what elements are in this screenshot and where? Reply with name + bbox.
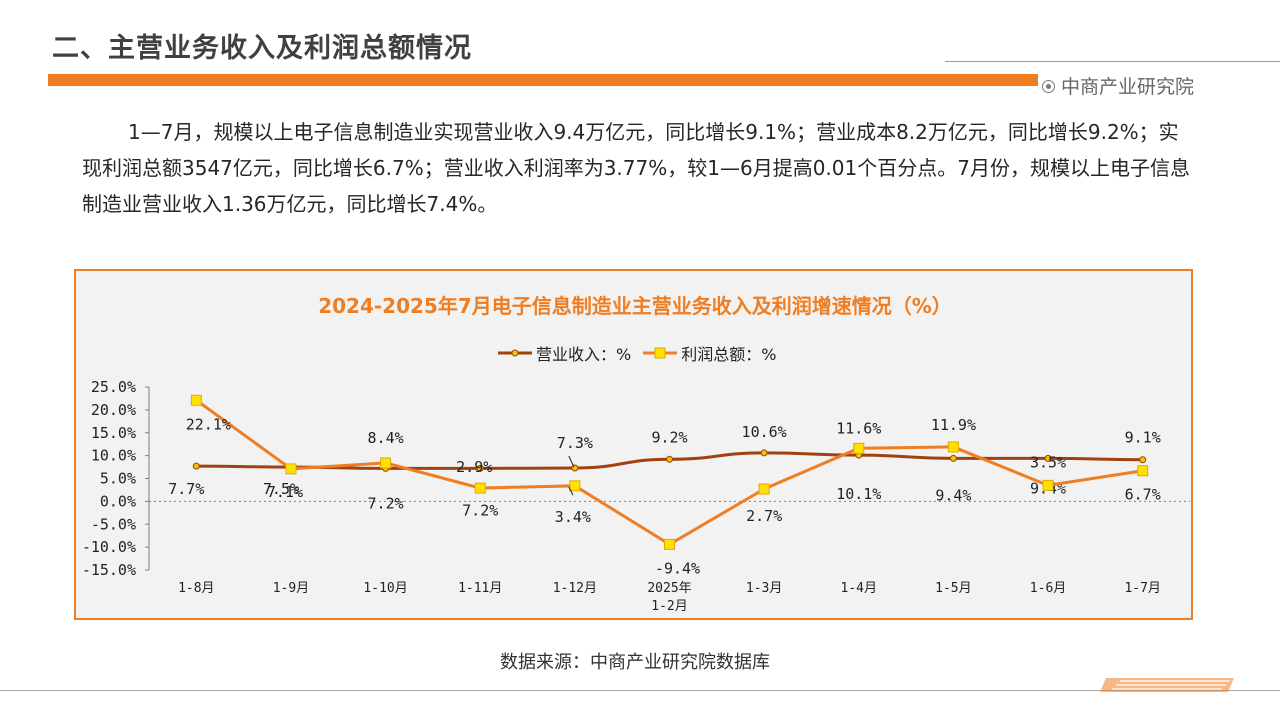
revenue-point xyxy=(760,449,768,457)
x-tick-label: 1-11月 xyxy=(458,581,502,596)
profit-point xyxy=(947,441,959,453)
revenue-data-label: 7.5% xyxy=(263,480,299,498)
label-leader xyxy=(568,486,574,496)
y-tick-label: 5.0% xyxy=(100,470,136,488)
x-tick-label: 1-7月 xyxy=(1124,581,1160,596)
legend-revenue-swatch xyxy=(498,349,532,357)
y-tick-label: 20.0% xyxy=(91,401,136,419)
revenue-point xyxy=(476,464,484,472)
x-tick-label: 1-4月 xyxy=(841,581,877,596)
legend-profit: 利润总额：% xyxy=(643,341,776,365)
profit-point xyxy=(853,442,865,454)
profit-data-label: 2.7% xyxy=(746,507,782,525)
series-line-1 xyxy=(195,399,1143,547)
legend-revenue-label: 营业收入：% xyxy=(536,345,632,364)
profit-point xyxy=(1042,479,1054,491)
x-tick-label: 1-12月 xyxy=(553,581,597,596)
brand-label: 中商产业研究院 xyxy=(1042,72,1194,99)
revenue-data-label: 7.3% xyxy=(557,434,593,452)
y-tick-label: -10.0% xyxy=(82,538,136,556)
y-tick-label: 0.0% xyxy=(100,492,136,510)
x-tick-label: 1-3月 xyxy=(746,581,782,596)
revenue-point xyxy=(666,455,673,463)
profit-data-label: 6.7% xyxy=(1125,486,1161,504)
x-tick-label: 1-9月 xyxy=(273,581,309,596)
profit-point xyxy=(380,457,392,469)
revenue-point xyxy=(949,454,957,462)
title-underline xyxy=(48,74,1038,86)
y-tick-label: -15.0% xyxy=(82,561,136,579)
title-thin-rule xyxy=(945,61,1280,62)
revenue-data-label: 7.2% xyxy=(368,494,404,512)
revenue-point xyxy=(1044,454,1052,462)
footer-rule xyxy=(0,690,1280,691)
profit-data-label: 8.4% xyxy=(368,429,404,447)
revenue-point xyxy=(192,462,200,470)
legend-profit-label: 利润总额：% xyxy=(681,345,777,364)
revenue-data-label: 7.2% xyxy=(462,501,498,519)
summary-paragraph: 1—7月，规模以上电子信息制造业实现营业收入9.4万亿元，同比增长9.1%；营业… xyxy=(82,120,1190,216)
x-tick-label: 1-8月 xyxy=(178,581,214,596)
x-tick-label: 1-5月 xyxy=(935,581,971,596)
y-tick-label: 15.0% xyxy=(91,424,136,442)
profit-data-label: 2.9% xyxy=(456,458,492,476)
legend-profit-swatch xyxy=(643,347,678,359)
x-tick-label: 2025年 xyxy=(647,581,691,596)
chart-frame xyxy=(74,269,1193,620)
profit-data-label: -9.4% xyxy=(655,559,700,577)
revenue-point xyxy=(571,464,579,472)
y-tick-label: 10.0% xyxy=(91,447,136,465)
profit-point xyxy=(285,463,297,475)
legend-revenue: 营业收入：% xyxy=(498,341,631,365)
profit-point xyxy=(190,394,202,406)
profit-point xyxy=(1137,465,1149,477)
profit-data-label: 11.6% xyxy=(836,419,881,437)
x-tick-label: 1-6月 xyxy=(1030,581,1066,596)
data-source: 数据来源：中商产业研究院数据库 xyxy=(500,652,770,673)
profit-point xyxy=(474,482,486,494)
profit-data-label: 3.5% xyxy=(1030,453,1066,471)
profit-data-label: 11.9% xyxy=(931,416,976,434)
revenue-data-label: 10.1% xyxy=(836,485,881,503)
target-icon xyxy=(1042,80,1055,93)
profit-point xyxy=(664,538,675,550)
revenue-data-label: 9.1% xyxy=(1125,429,1161,447)
profit-data-label: 3.4% xyxy=(555,508,591,526)
chart-title: 2024-2025年7月电子信息制造业主营业务收入及利润增速情况（%） xyxy=(318,294,952,318)
page-title: 二、主营业务收入及利润总额情况 xyxy=(52,33,472,64)
revenue-data-label: 9.2% xyxy=(651,428,687,446)
chart-legend: 营业收入：% 利润总额：% xyxy=(498,341,788,365)
footer-stripes xyxy=(1100,678,1234,692)
profit-data-label: 22.1% xyxy=(186,415,231,433)
revenue-point xyxy=(1139,456,1147,464)
revenue-data-label: 10.6% xyxy=(742,423,787,441)
label-leader xyxy=(568,455,575,468)
revenue-data-label: 9.4% xyxy=(935,486,971,504)
profit-point xyxy=(569,480,581,492)
x-tick-label: 1-2月 xyxy=(651,599,687,614)
y-tick-label: 25.0% xyxy=(91,378,136,396)
revenue-data-label: 7.7% xyxy=(168,480,204,498)
profit-data-label: 7.1% xyxy=(267,483,303,501)
brand-text: 中商产业研究院 xyxy=(1061,76,1195,98)
y-tick-label: -5.0% xyxy=(91,515,136,533)
profit-point xyxy=(758,483,770,495)
decor-stripes xyxy=(1004,74,1027,86)
x-tick-label: 1-10月 xyxy=(363,581,407,596)
